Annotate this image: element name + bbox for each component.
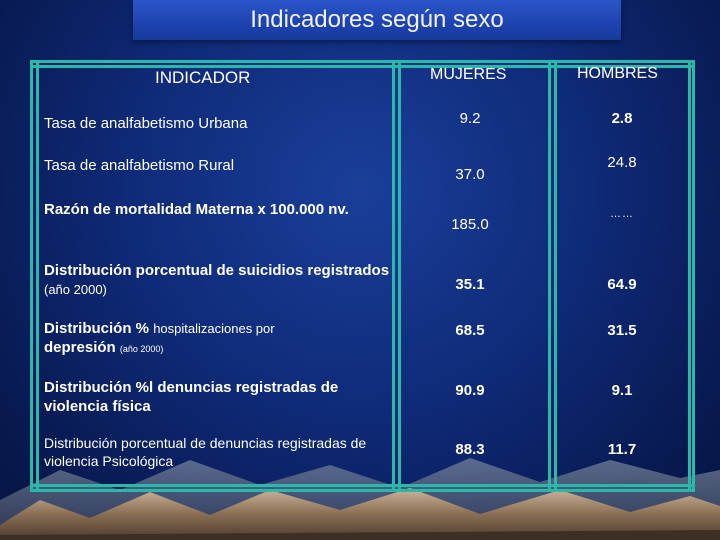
table-border-bottom bbox=[30, 489, 695, 492]
row-3-women: 185.0 bbox=[451, 216, 489, 233]
row-1-men: 2.8 bbox=[611, 110, 633, 127]
row-5-year: (año 2000) bbox=[119, 344, 164, 354]
table-border-right bbox=[692, 60, 695, 492]
row-7-indicator: Distribución porcentual de denuncias reg… bbox=[44, 435, 367, 469]
row-7-women: 88.3 bbox=[455, 441, 485, 458]
table-border-top-inner bbox=[30, 65, 695, 68]
row-5-indicator: Distribución % hospitalizaciones por depr… bbox=[44, 319, 399, 359]
page-title: Indicadores según sexo bbox=[250, 6, 504, 33]
row-2-women: 37.0 bbox=[455, 166, 485, 183]
row-4-label: Distribución porcentual de suicidios reg… bbox=[44, 262, 390, 279]
table-border-left bbox=[30, 60, 33, 492]
header-women: MUJERES bbox=[430, 66, 507, 83]
table-border-bottom-inner bbox=[30, 484, 695, 487]
header-indicator: INDICADOR bbox=[155, 68, 251, 87]
header-men: HOMBRES bbox=[577, 65, 658, 82]
column-divider-2 bbox=[548, 60, 551, 492]
column-divider-1b bbox=[398, 60, 401, 492]
row-1-indicator: Tasa de analfabetismo Urbana bbox=[44, 115, 248, 132]
row-2-indicator: Tasa de analfabetismo Rural bbox=[44, 157, 235, 174]
mountain-decoration bbox=[0, 458, 720, 540]
table-border-left-inner bbox=[36, 60, 39, 492]
row-4-men: 64.9 bbox=[607, 276, 637, 293]
row-7-men: 11.7 bbox=[607, 441, 637, 458]
row-1-women: 9.2 bbox=[459, 110, 481, 127]
table-border-top bbox=[30, 60, 695, 63]
table-border-right-inner bbox=[688, 60, 691, 492]
title-box: Indicadores según sexo bbox=[133, 0, 621, 40]
indicators-table: INDICADOR MUJERES HOMBRES Tasa de analfa… bbox=[30, 60, 695, 492]
row-6-women: 90.9 bbox=[455, 382, 485, 399]
row-5-women: 68.5 bbox=[455, 322, 485, 339]
column-divider-1 bbox=[392, 60, 395, 492]
row-5-men: 31.5 bbox=[607, 322, 637, 339]
column-divider-2b bbox=[554, 60, 557, 492]
row-2-men: 24.8 bbox=[607, 154, 637, 171]
row-6-indicator: Distribución %l denuncias registradas de… bbox=[44, 379, 339, 415]
row-4-year: (año 2000) bbox=[44, 282, 107, 297]
row-4-indicator: Distribución porcentual de suicidios reg… bbox=[44, 261, 399, 299]
row-3-indicator: Razón de mortalidad Materna x 100.000 nv… bbox=[44, 201, 349, 218]
row-3-men: …… bbox=[610, 208, 634, 220]
row-6-men: 9.1 bbox=[611, 382, 633, 399]
row-5-label-rest: hospitalizaciones por bbox=[153, 321, 275, 336]
row-5-label: Distribución % bbox=[44, 320, 150, 337]
row-4-women: 35.1 bbox=[455, 276, 485, 293]
row-5-label-end: depresión bbox=[44, 339, 116, 356]
